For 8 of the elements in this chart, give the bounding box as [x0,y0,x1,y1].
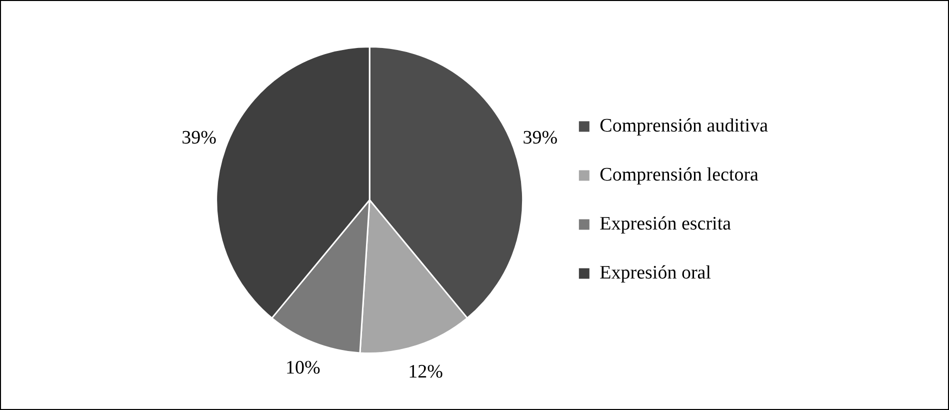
data-label: 39% [522,128,558,149]
data-label: 10% [285,358,320,379]
legend-label: Comprensión lectora [600,164,760,186]
data-label: 12% [408,361,444,382]
legend-label: Expresión oral [600,262,711,284]
legend-label: Comprensión auditiva [600,115,769,136]
data-label: 39% [182,128,217,149]
legend-label: Expresión escrita [600,213,732,234]
